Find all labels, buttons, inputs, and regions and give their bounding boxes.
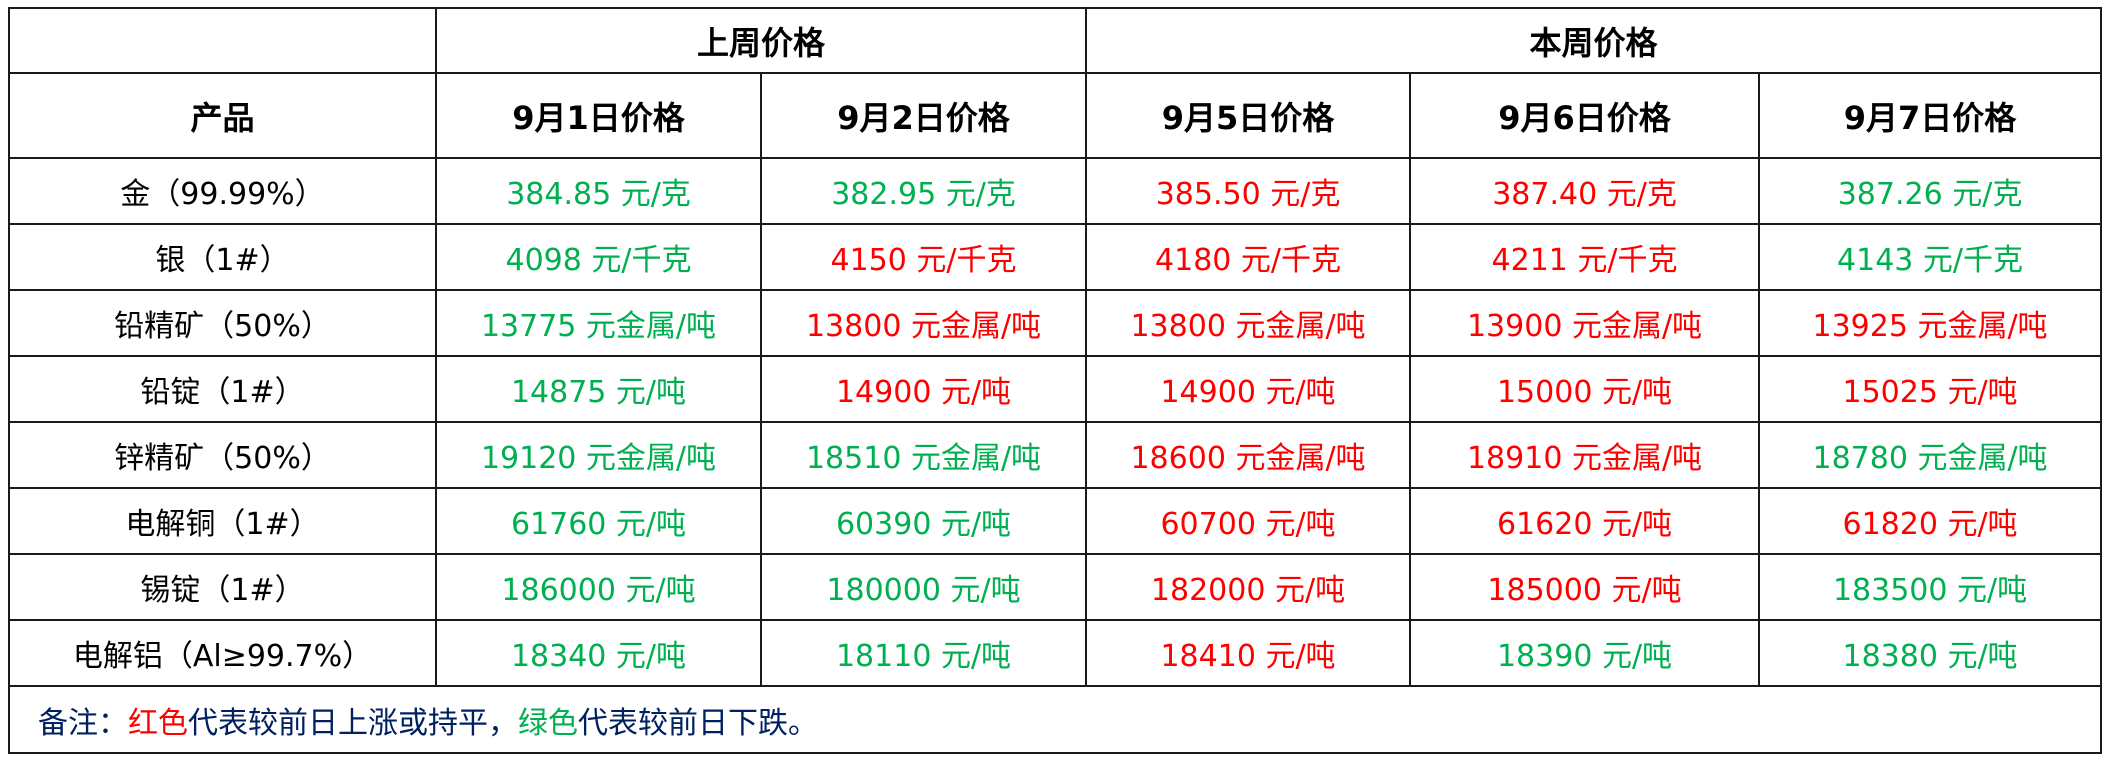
price-cell: 13800 元金属/吨: [759, 289, 1088, 357]
price-cell: 60390 元/吨: [759, 487, 1088, 555]
price-table: 上周价格 本周价格 产品 9月1日价格 9月2日价格 9月5日价格 9月6日价格…: [7, 7, 2103, 754]
price-cell: 18390 元/吨: [1409, 619, 1761, 687]
price-cell: 13800 元金属/吨: [1085, 289, 1412, 357]
price-cell: 18380 元/吨: [1758, 619, 2103, 687]
note: 备注：红色代表较前日上涨或持平，绿色代表较前日下跌。: [7, 685, 2103, 754]
note-red-word: 红色: [128, 705, 188, 741]
product-name: 电解铝（Al≥99.7%）: [8, 619, 437, 687]
price-cell: 19120 元金属/吨: [435, 421, 762, 489]
price-cell: 183500 元/吨: [1758, 553, 2103, 621]
price-cell: 18510 元金属/吨: [759, 421, 1088, 489]
date-header: 9月5日价格: [1085, 72, 1412, 159]
note-green-text: 代表较前日下跌。: [578, 705, 818, 741]
table-row: 电解铜（1#） 61760 元/吨 60390 元/吨 60700 元/吨 61620 …: [8, 487, 2103, 555]
price-cell: 18780 元金属/吨: [1758, 421, 2103, 489]
product-name: 铅精矿（50%）: [8, 289, 437, 357]
price-cell: 13925 元金属/吨: [1758, 289, 2103, 357]
price-cell: 13900 元金属/吨: [1409, 289, 1761, 357]
table-row: 锌精矿（50%） 19120 元金属/吨 18510 元金属/吨 18600 元金属/…: [8, 421, 2103, 489]
price-cell: 61820 元/吨: [1758, 487, 2103, 555]
price-cell: 4143 元/千克: [1758, 223, 2103, 291]
price-cell: 18110 元/吨: [759, 619, 1088, 687]
price-cell: 4180 元/千克: [1085, 223, 1412, 291]
table-row: 铅精矿（50%） 13775 元金属/吨 13800 元金属/吨 13800 元金属/…: [8, 289, 2103, 357]
price-cell: 385.50 元/克: [1085, 157, 1412, 225]
price-cell: 18910 元金属/吨: [1409, 421, 1761, 489]
product-name: 锡锭（1#）: [8, 553, 437, 621]
product-header: 产品: [8, 72, 437, 159]
price-cell: 4150 元/千克: [759, 223, 1088, 291]
price-cell: 18410 元/吨: [1085, 619, 1412, 687]
date-header: 9月2日价格: [759, 72, 1088, 159]
price-cell: 18600 元金属/吨: [1085, 421, 1412, 489]
price-cell: 186000 元/吨: [435, 553, 762, 621]
product-name: 铅锭（1#）: [8, 355, 437, 423]
table-row: 铅锭（1#） 14875 元/吨 14900 元/吨 14900 元/吨 15000 元…: [8, 355, 2103, 423]
price-cell: 61620 元/吨: [1409, 487, 1761, 555]
date-header: 9月1日价格: [435, 72, 762, 159]
column-header-row: 产品 9月1日价格 9月2日价格 9月5日价格 9月6日价格 9月7日价格: [8, 72, 2103, 159]
price-cell: 387.40 元/克: [1409, 157, 1761, 225]
price-cell: 185000 元/吨: [1409, 553, 1761, 621]
price-cell: 60700 元/吨: [1085, 487, 1412, 555]
note-prefix: 备注：: [38, 705, 128, 741]
price-cell: 14900 元/吨: [759, 355, 1088, 423]
group-header-this-week: 本周价格: [1085, 7, 2103, 74]
price-cell: 14900 元/吨: [1085, 355, 1412, 423]
price-cell: 180000 元/吨: [759, 553, 1088, 621]
table-row: 银（1#） 4098 元/千克 4150 元/千克 4180 元/千克 4211 元/千…: [8, 223, 2103, 291]
empty-header-cell: [8, 7, 437, 74]
price-cell: 14875 元/吨: [435, 355, 762, 423]
price-cell: 15025 元/吨: [1758, 355, 2103, 423]
price-cell: 18340 元/吨: [435, 619, 762, 687]
product-name: 电解铜（1#）: [8, 487, 437, 555]
price-cell: 384.85 元/克: [435, 157, 762, 225]
price-cell: 382.95 元/克: [759, 157, 1088, 225]
group-header-last-week: 上周价格: [434, 7, 1088, 74]
note-red-text: 代表较前日上涨或持平，: [188, 705, 518, 741]
table-row: 电解铝（Al≥99.7%） 18340 元/吨 18110 元/吨 18410 元/吨…: [8, 619, 2103, 687]
price-cell: 61760 元/吨: [435, 487, 762, 555]
price-cell: 387.26 元/克: [1758, 157, 2103, 225]
price-cell: 182000 元/吨: [1085, 553, 1412, 621]
product-name: 银（1#）: [8, 223, 437, 291]
price-cell: 4098 元/千克: [435, 223, 762, 291]
group-header-row: 上周价格 本周价格: [8, 7, 2103, 74]
note-row: 备注：红色代表较前日上涨或持平，绿色代表较前日下跌。: [7, 685, 2103, 754]
price-cell: 15000 元/吨: [1409, 355, 1761, 423]
table-row: 金（99.99%） 384.85 元/克 382.95 元/克 385.50 元/克 3…: [8, 157, 2103, 225]
note-green-word: 绿色: [518, 705, 578, 741]
table-row: 锡锭（1#） 186000 元/吨 180000 元/吨 182000 元/吨 1850…: [8, 553, 2103, 621]
date-header: 9月7日价格: [1758, 72, 2103, 159]
date-header: 9月6日价格: [1409, 72, 1761, 159]
price-cell: 13775 元金属/吨: [435, 289, 762, 357]
product-name: 锌精矿（50%）: [8, 421, 437, 489]
price-cell: 4211 元/千克: [1409, 223, 1761, 291]
product-name: 金（99.99%）: [8, 157, 437, 225]
